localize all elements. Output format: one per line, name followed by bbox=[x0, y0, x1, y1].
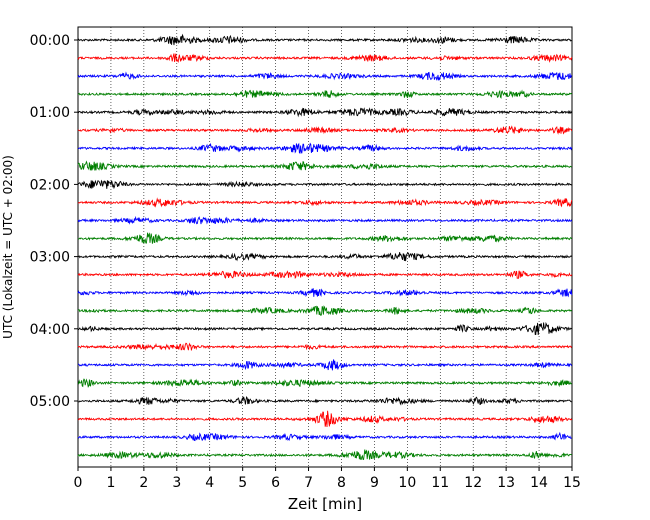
y-tick-label: 02:00 bbox=[30, 177, 70, 193]
seismic-trace bbox=[77, 359, 573, 371]
x-tick-label: 14 bbox=[530, 475, 548, 491]
x-tick-label: 8 bbox=[337, 475, 346, 491]
seismic-trace bbox=[77, 410, 573, 427]
seismic-trace bbox=[77, 33, 572, 46]
seismic-trace bbox=[77, 378, 573, 388]
x-tick-label: 12 bbox=[464, 475, 482, 491]
x-tick-label: 9 bbox=[370, 475, 379, 491]
x-axis-ticks: 0 1 2 3 4 5 6 7 8 9 10 11 12 13 14 15 bbox=[74, 467, 581, 491]
x-tick-label: 4 bbox=[205, 475, 214, 491]
seismic-trace bbox=[77, 142, 573, 154]
seismic-trace bbox=[77, 232, 573, 244]
y-tick-label: 01:00 bbox=[30, 105, 70, 121]
seismic-trace bbox=[77, 197, 573, 208]
plot-area: 0 1 2 3 4 5 6 7 8 9 10 11 12 13 14 15 00:0001:0002:0003… bbox=[30, 26, 581, 491]
y-axis-label: UTC (Lokalzeit = UTC + 02:00) bbox=[1, 155, 15, 339]
x-tick-label: 7 bbox=[304, 475, 313, 491]
seismic-trace bbox=[77, 71, 573, 81]
seismic-trace bbox=[77, 125, 573, 135]
traces bbox=[77, 33, 573, 460]
seismic-trace bbox=[77, 270, 573, 280]
plot-frame bbox=[77, 26, 573, 468]
x-tick-label: 13 bbox=[497, 475, 515, 491]
grid-lines bbox=[110, 27, 540, 467]
x-tick-label: 3 bbox=[172, 475, 181, 491]
seismic-trace bbox=[77, 288, 573, 298]
seismic-trace bbox=[77, 395, 572, 406]
seismic-trace bbox=[77, 449, 572, 460]
x-tick-label: 5 bbox=[238, 475, 247, 491]
seismic-trace bbox=[77, 89, 573, 99]
seismic-trace bbox=[77, 107, 573, 118]
seismic-trace bbox=[77, 252, 573, 262]
x-tick-label: 1 bbox=[106, 475, 115, 491]
x-tick-label: 11 bbox=[431, 475, 449, 491]
y-tick-label: 03:00 bbox=[30, 250, 70, 266]
x-tick-label: 10 bbox=[398, 475, 416, 491]
y-tick-label: 05:00 bbox=[30, 394, 70, 410]
x-tick-label: 15 bbox=[563, 475, 581, 491]
seismic-trace bbox=[77, 431, 573, 442]
x-axis-label: Zeit [min] bbox=[288, 495, 362, 513]
seismic-trace bbox=[77, 321, 573, 336]
x-tick-label: 2 bbox=[139, 475, 148, 491]
seismic-trace bbox=[77, 305, 573, 316]
seismic-trace bbox=[77, 215, 573, 225]
x-tick-label: 6 bbox=[271, 475, 280, 491]
seismic-trace bbox=[77, 342, 573, 351]
seismic-trace bbox=[77, 160, 572, 171]
y-axis-ticks: 00:00 01:00 02:00 03:00 04:00 05:00 bbox=[30, 33, 78, 410]
y-tick-label: 04:00 bbox=[30, 322, 70, 338]
y-tick-label: 00:00 bbox=[30, 33, 70, 49]
x-tick-label: 0 bbox=[74, 475, 83, 491]
seismic-trace bbox=[77, 53, 573, 63]
seismic-trace bbox=[77, 179, 573, 190]
